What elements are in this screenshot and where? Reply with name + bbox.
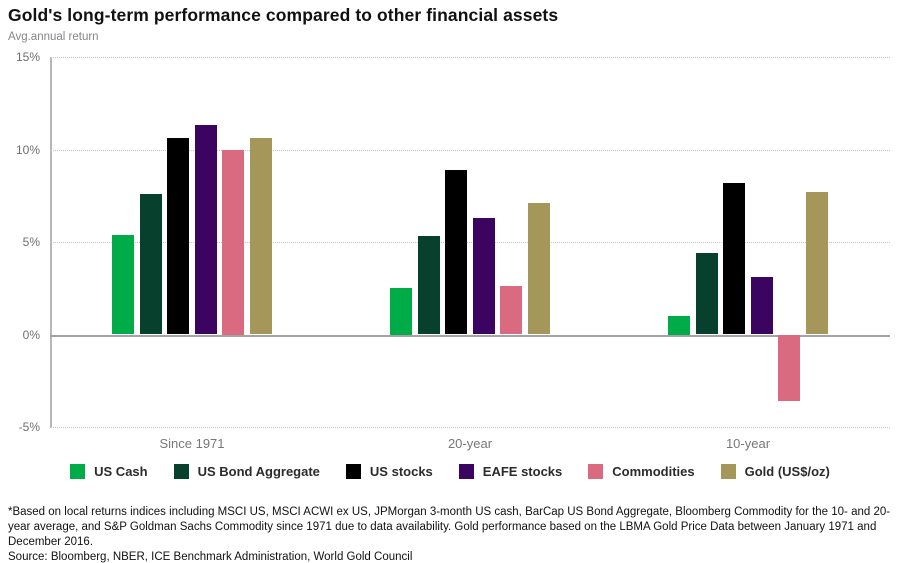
x-category-label-20-year: 20-year	[447, 436, 493, 451]
bar-eafe-stocks-10-year	[750, 277, 773, 335]
legend-label-eafe-stocks: EAFE stocks	[482, 464, 563, 479]
legend-item-eafe-stocks: EAFE stocks	[458, 464, 563, 479]
bar-us-cash-10-year	[668, 316, 691, 335]
legend-label-commodities: Commodities	[612, 464, 695, 479]
zero-axis-line	[50, 334, 890, 337]
legend-swatch-us-cash	[70, 464, 86, 479]
bar-eafe-stocks-since-1971	[194, 125, 217, 335]
bar-commodities-since-1971	[222, 149, 245, 335]
bar-us-cash-since-1971	[112, 234, 135, 335]
legend: US Cash US Bond Aggregate US stocks EAFE st…	[0, 464, 900, 479]
bar-us-stocks-10-year	[723, 182, 746, 335]
bar-us-cash-20-year	[390, 288, 413, 335]
legend-item-us-cash: US Cash	[70, 464, 148, 479]
x-category-label-10-year: 10-year	[725, 436, 771, 451]
y-tick-label-0: 0%	[22, 327, 40, 342]
y-axis-unit-label: Avg.annual return	[8, 31, 99, 43]
bar-gold-us-oz-20-year	[527, 203, 550, 335]
legend-item-us-bond-aggregate: US Bond Aggregate	[173, 464, 320, 479]
bar-eafe-stocks-20-year	[472, 217, 495, 335]
gridline-5	[50, 242, 890, 243]
bar-commodities-10-year	[778, 334, 801, 402]
bar-us-stocks-since-1971	[167, 138, 190, 335]
y-tick-label-15: 15%	[15, 50, 40, 64]
bar-us-bond-aggregate-20-year	[417, 236, 440, 335]
bar-us-bond-aggregate-since-1971	[139, 193, 162, 335]
bar-gold-us-oz-since-1971	[249, 138, 272, 335]
legend-label-gold-us-oz: Gold (US$/oz)	[744, 464, 830, 479]
legend-label-us-bond-aggregate: US Bond Aggregate	[197, 464, 320, 479]
legend-item-commodities: Commodities	[588, 464, 695, 479]
legend-label-us-stocks: US stocks	[369, 464, 433, 479]
bar-us-bond-aggregate-10-year	[695, 253, 718, 335]
legend-item-gold-us-oz: Gold (US$/oz)	[720, 464, 830, 479]
legend-label-us-cash: US Cash	[94, 464, 148, 479]
legend-item-us-stocks: US stocks	[345, 464, 433, 479]
bar-gold-us-oz-10-year	[805, 192, 828, 335]
gridline--5	[50, 427, 890, 428]
legend-swatch-eafe-stocks	[458, 464, 474, 479]
chart-title: Gold's long-term performance compared to…	[8, 5, 559, 25]
legend-swatch-us-stocks	[345, 464, 361, 479]
gridline-10	[50, 149, 890, 151]
y-tick-label-5: 5%	[22, 235, 40, 249]
bar-us-stocks-20-year	[445, 169, 468, 335]
y-tick-label-10: 10%	[15, 142, 40, 157]
x-category-label-since-1971: Since 1971	[159, 436, 225, 451]
source-text: Source: Bloomberg, NBER, ICE Benchmark A…	[8, 550, 413, 563]
bar-commodities-20-year	[500, 286, 523, 335]
plot-area: 15% 10% 5% 0% -5% Since 1971 20-year 10-year	[16, 50, 890, 451]
legend-swatch-commodities	[588, 464, 604, 479]
y-tick-label--5: -5%	[18, 420, 40, 434]
gridline-15	[50, 57, 890, 58]
legend-swatch-gold-us-oz	[720, 464, 736, 479]
footnote-text: *Based on local returns indices includin…	[8, 505, 891, 549]
legend-swatch-us-bond-aggregate	[173, 464, 189, 479]
